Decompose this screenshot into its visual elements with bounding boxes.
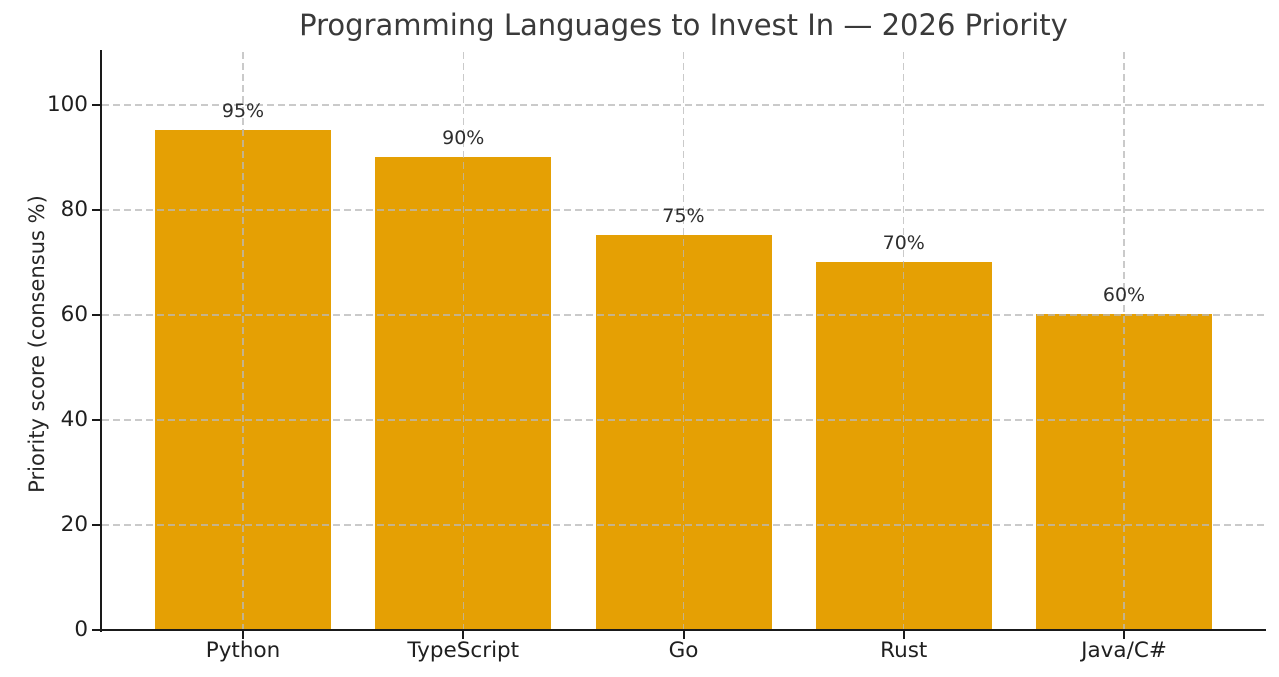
y-tick-mark [91,524,100,526]
x-tick-mark [902,631,905,640]
y-tick-label: 40 [60,407,88,432]
y-gridline [102,419,1265,421]
x-tick-label: TypeScript [407,638,520,663]
x-gridline [1123,52,1125,630]
x-tick-mark [242,631,244,640]
y-gridline [102,314,1265,316]
x-tick-label: Rust [880,638,928,663]
y-tick-mark [91,104,100,106]
x-gridline [903,52,905,630]
y-gridline [102,524,1265,526]
y-tick-label: 20 [60,512,88,537]
x-tick-label: Python [205,638,281,663]
bar-value-label: 75% [662,205,705,228]
y-gridline [102,209,1265,211]
bar-value-label: 70% [882,231,925,254]
y-axis-line [99,50,103,632]
y-tick-label: 80 [60,197,88,222]
x-gridline [462,52,464,630]
bar-value-label: 90% [442,126,485,149]
y-axis-label: Priority score (consensus %) [25,195,49,493]
x-tick-label: Go [668,638,699,663]
y-tick-label: 100 [46,92,88,117]
x-tick-mark [682,631,685,640]
x-tick-mark [462,631,465,640]
bar-value-label: 60% [1102,284,1146,306]
y-tick-label: 0 [74,617,88,642]
x-gridline [242,52,244,630]
x-tick-mark [1123,631,1125,640]
x-axis-line [99,628,1266,632]
x-tick-label: Java/C# [1081,638,1167,663]
y-tick-mark [91,314,100,316]
y-tick-mark [91,629,100,631]
y-tick-mark [91,419,100,421]
y-tick-label: 60 [60,302,88,327]
y-gridline [102,104,1265,106]
chart-title: Programming Languages to Invest In — 202… [299,8,1068,42]
y-tick-mark [91,209,100,211]
x-gridline [682,52,685,630]
bar-value-label: 95% [221,100,265,123]
